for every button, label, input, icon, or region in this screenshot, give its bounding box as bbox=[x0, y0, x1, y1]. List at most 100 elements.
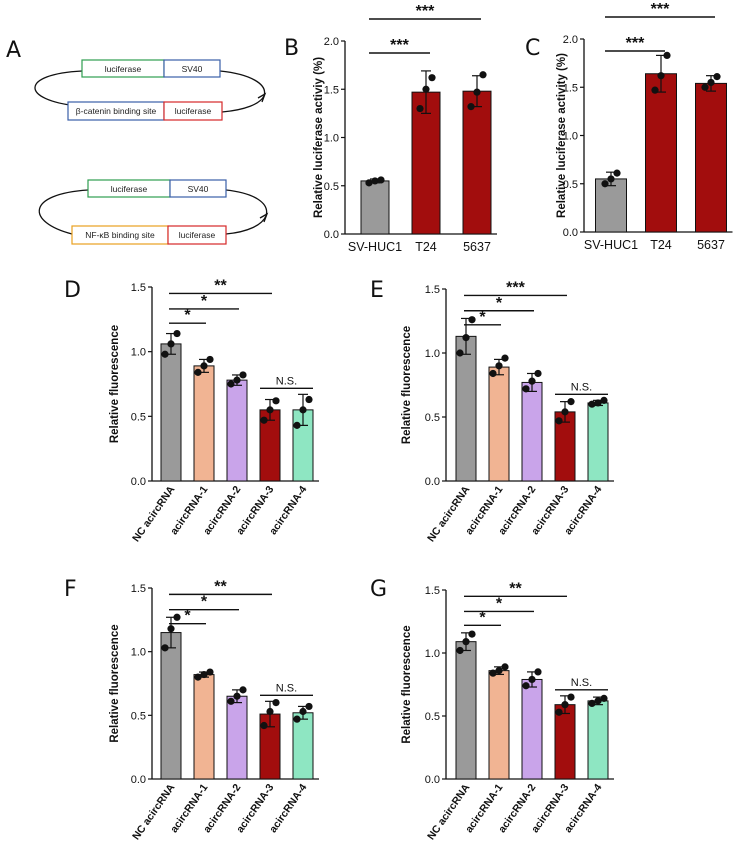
bar bbox=[193, 365, 215, 482]
data-point bbox=[305, 395, 313, 404]
luciferase-reporter-box bbox=[167, 225, 227, 245]
data-point bbox=[227, 697, 235, 705]
data-point bbox=[428, 74, 436, 82]
data-point bbox=[422, 85, 430, 93]
x-category-label: NC acircRNA bbox=[130, 484, 178, 545]
data-point bbox=[299, 707, 307, 716]
bar bbox=[554, 704, 576, 780]
data-point bbox=[416, 104, 424, 113]
data-point bbox=[501, 354, 509, 362]
data-point bbox=[495, 362, 503, 370]
data-point bbox=[468, 316, 476, 324]
chart-panel-e: E 0.0 0.5 1.0 1.5 Relative fluorescence NC aci… bbox=[370, 278, 614, 544]
data-point bbox=[534, 668, 542, 676]
y-axis-label: Relative luciferase activity (%) bbox=[556, 53, 568, 218]
data-point bbox=[161, 350, 169, 358]
chart-panel-d: D 0.0 0.5 1.0 1.5 Relative fluorescence NC aci… bbox=[64, 277, 319, 544]
data-point bbox=[266, 406, 274, 414]
significance-label: *** bbox=[626, 35, 645, 52]
x-category-label: T24 bbox=[415, 240, 437, 254]
chart-panel-c: C 0.0 0.5 1.0 1.5 2.0 Relative luciferase acti… bbox=[525, 1, 733, 252]
bar bbox=[292, 712, 314, 780]
significance-label: * bbox=[201, 293, 208, 310]
data-point bbox=[663, 51, 671, 60]
panel-letter-g: G bbox=[370, 577, 387, 602]
data-point bbox=[194, 673, 202, 681]
construct-2-top-label-2: SV40 bbox=[188, 184, 209, 194]
data-point bbox=[651, 86, 659, 94]
sv40-box bbox=[169, 179, 227, 198]
data-point bbox=[594, 697, 602, 705]
y-axis-label: Relative fluorescence bbox=[401, 625, 413, 743]
y-tick-label: 1.5 bbox=[563, 82, 578, 94]
significance-label: N.S. bbox=[571, 381, 592, 393]
y-tick-label: 1.0 bbox=[563, 131, 578, 143]
bar bbox=[455, 335, 477, 482]
bar bbox=[462, 90, 492, 235]
y-tick-label: 1.0 bbox=[131, 647, 146, 659]
bar bbox=[587, 700, 609, 780]
y-tick-label: 2.0 bbox=[563, 34, 578, 46]
data-point bbox=[266, 707, 274, 716]
significance-label: *** bbox=[651, 1, 670, 18]
data-point bbox=[588, 400, 596, 408]
x-category-label: SV-HUC1 bbox=[348, 240, 402, 254]
panel-letter-c: C bbox=[525, 36, 540, 61]
data-point bbox=[293, 715, 301, 723]
data-point bbox=[522, 385, 530, 393]
data-point bbox=[713, 73, 721, 81]
significance-label: *** bbox=[506, 279, 525, 296]
data-point bbox=[233, 376, 241, 384]
y-tick-label: 0.0 bbox=[131, 476, 146, 488]
data-point bbox=[594, 399, 602, 407]
significance-label: N.S. bbox=[276, 375, 297, 387]
plasmid-construct-2: luciferase SV40 NF-κB binding site lucif… bbox=[38, 179, 269, 245]
data-point bbox=[501, 663, 509, 671]
data-point bbox=[588, 699, 596, 708]
data-point bbox=[657, 72, 665, 80]
y-tick-label: 1.5 bbox=[324, 84, 339, 96]
significance-label: * bbox=[479, 309, 486, 326]
y-tick-label: 1.0 bbox=[324, 133, 339, 145]
y-tick-label: 0.5 bbox=[425, 412, 440, 424]
data-point bbox=[561, 408, 569, 416]
bar bbox=[521, 381, 543, 482]
y-tick-label: 0.5 bbox=[425, 711, 440, 723]
bar bbox=[488, 670, 510, 780]
significance-label: * bbox=[479, 609, 486, 626]
y-tick-label: 1.5 bbox=[131, 282, 146, 294]
y-tick-label: 0.5 bbox=[324, 181, 339, 193]
data-point bbox=[489, 369, 497, 378]
bar bbox=[160, 632, 182, 780]
data-point bbox=[468, 630, 476, 638]
data-point bbox=[522, 682, 530, 690]
significance-label: * bbox=[184, 307, 191, 324]
y-tick-label: 0.5 bbox=[131, 411, 146, 423]
significance-label: N.S. bbox=[571, 677, 592, 689]
construct-1-top-label-2: SV40 bbox=[182, 64, 203, 74]
data-point bbox=[260, 416, 268, 424]
panel-a-plasmid-diagrams: A luciferase SV40 β-catenin binding site… bbox=[6, 38, 269, 245]
plasmid-backbone-right bbox=[219, 70, 266, 97]
data-point bbox=[200, 362, 208, 370]
data-point bbox=[365, 179, 373, 187]
construct-2-bottom-label-1: NF-κB binding site bbox=[85, 230, 155, 240]
data-point bbox=[528, 675, 536, 684]
plasmid-backbone-right-lower bbox=[225, 215, 267, 235]
x-category-label: SV-HUC1 bbox=[584, 238, 638, 252]
significance-label: * bbox=[496, 295, 503, 312]
significance-label: ** bbox=[214, 277, 227, 294]
significance-label: ** bbox=[214, 578, 227, 595]
y-axis-label: Relative fluorescence bbox=[401, 326, 413, 444]
data-point bbox=[173, 329, 181, 338]
data-point bbox=[206, 668, 214, 676]
x-category-label: 5637 bbox=[463, 240, 491, 254]
panel-letter-d: D bbox=[64, 278, 81, 303]
data-point bbox=[555, 417, 563, 425]
y-tick-label: 0.0 bbox=[324, 229, 339, 241]
x-category-label: T24 bbox=[650, 238, 672, 252]
data-point bbox=[701, 83, 709, 91]
significance-label: *** bbox=[416, 3, 435, 20]
data-point bbox=[473, 88, 481, 96]
